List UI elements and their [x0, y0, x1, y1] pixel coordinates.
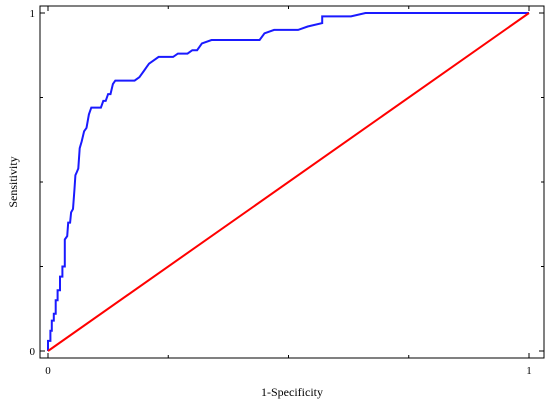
series-layer	[47, 12, 530, 352]
x-axis-label: 1-Specificity	[261, 385, 323, 399]
y-tick-label-1: 1	[30, 8, 36, 20]
tick-marks	[40, 6, 544, 358]
x-tick-label-1: 1	[526, 365, 532, 377]
reference-diagonal-line	[47, 12, 530, 352]
roc-curve-line	[47, 12, 529, 351]
plot-frame	[39, 5, 545, 359]
x-tick-label-0: 0	[45, 365, 51, 377]
y-tick-label-0: 0	[30, 346, 36, 358]
y-axis-label: Sensitivity	[6, 156, 20, 207]
